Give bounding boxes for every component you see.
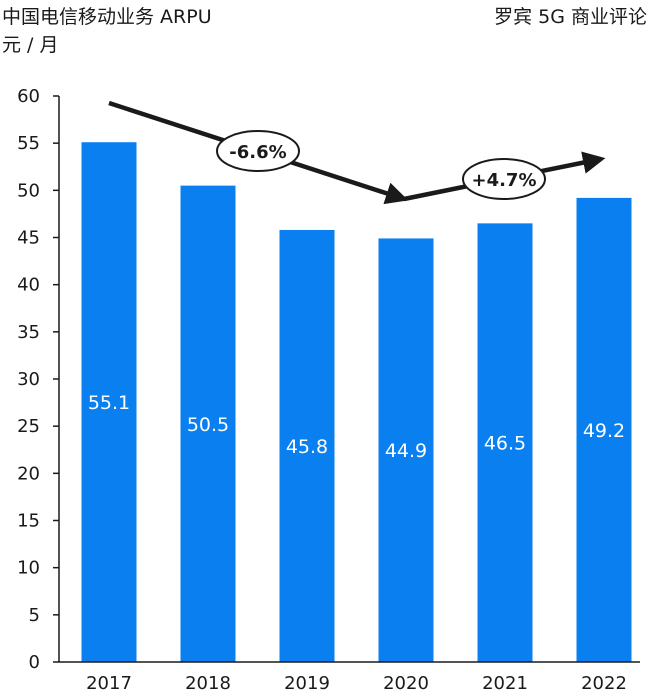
axes-group: 2017 2018 2019 2020 2021 2022 0 5 10 15 20 25 30 35 40… <box>17 86 640 694</box>
y-tick-label-5: 5 <box>29 605 40 626</box>
x-tick-label-2020: 2020 <box>383 673 429 694</box>
data-label-2020: 44.9 <box>385 440 427 462</box>
x-tick-label-2022: 2022 <box>581 673 627 694</box>
annotation-bubble-2 <box>462 158 546 200</box>
bar-2019 <box>279 229 335 662</box>
annotation-label-1: -6.6% <box>229 142 286 163</box>
data-label-2018: 50.5 <box>187 414 229 436</box>
bar-2021 <box>477 223 533 662</box>
x-tick-label-2021: 2021 <box>482 673 528 694</box>
annotation-label-2: +4.7% <box>471 170 536 191</box>
x-tick-label-2017: 2017 <box>86 673 132 694</box>
y-tick-label-30: 30 <box>17 369 40 390</box>
trend-annotations-group: -6.6% +4.7% <box>108 100 606 205</box>
y-tick-label-45: 45 <box>17 228 40 249</box>
data-labels-group: 55.1 50.5 45.8 44.9 46.5 49.2 <box>88 392 625 462</box>
bar-2018 <box>180 185 236 662</box>
y-tick-label-25: 25 <box>17 416 40 437</box>
bar-2017 <box>81 142 137 662</box>
data-label-2022: 49.2 <box>583 420 625 442</box>
y-tick-label-0: 0 <box>29 652 40 673</box>
y-tick-label-50: 50 <box>17 180 40 201</box>
bar-2020 <box>378 238 434 662</box>
y-tick-label-55: 55 <box>17 133 40 154</box>
chart-title: 中国电信移动业务 ARPU <box>2 6 212 28</box>
y-tick-label-60: 60 <box>17 86 40 107</box>
y-tick-label-35: 35 <box>17 322 40 343</box>
data-label-2021: 46.5 <box>484 433 526 455</box>
x-tick-label-2018: 2018 <box>185 673 231 694</box>
annotation-bubble-1 <box>216 130 300 172</box>
source-label: 罗宾 5G 商业评论 <box>494 6 647 28</box>
y-tick-label-10: 10 <box>17 558 40 579</box>
data-label-2019: 45.8 <box>286 436 328 458</box>
bars-group <box>81 142 632 662</box>
y-tick-label-40: 40 <box>17 275 40 296</box>
data-label-2017: 55.1 <box>88 392 130 414</box>
bar-2022 <box>576 197 632 662</box>
y-tick-label-20: 20 <box>17 463 40 484</box>
x-tick-label-2019: 2019 <box>284 673 330 694</box>
y-tick-label-15: 15 <box>17 511 40 532</box>
y-axis-unit: 元 / 月 <box>2 34 59 56</box>
